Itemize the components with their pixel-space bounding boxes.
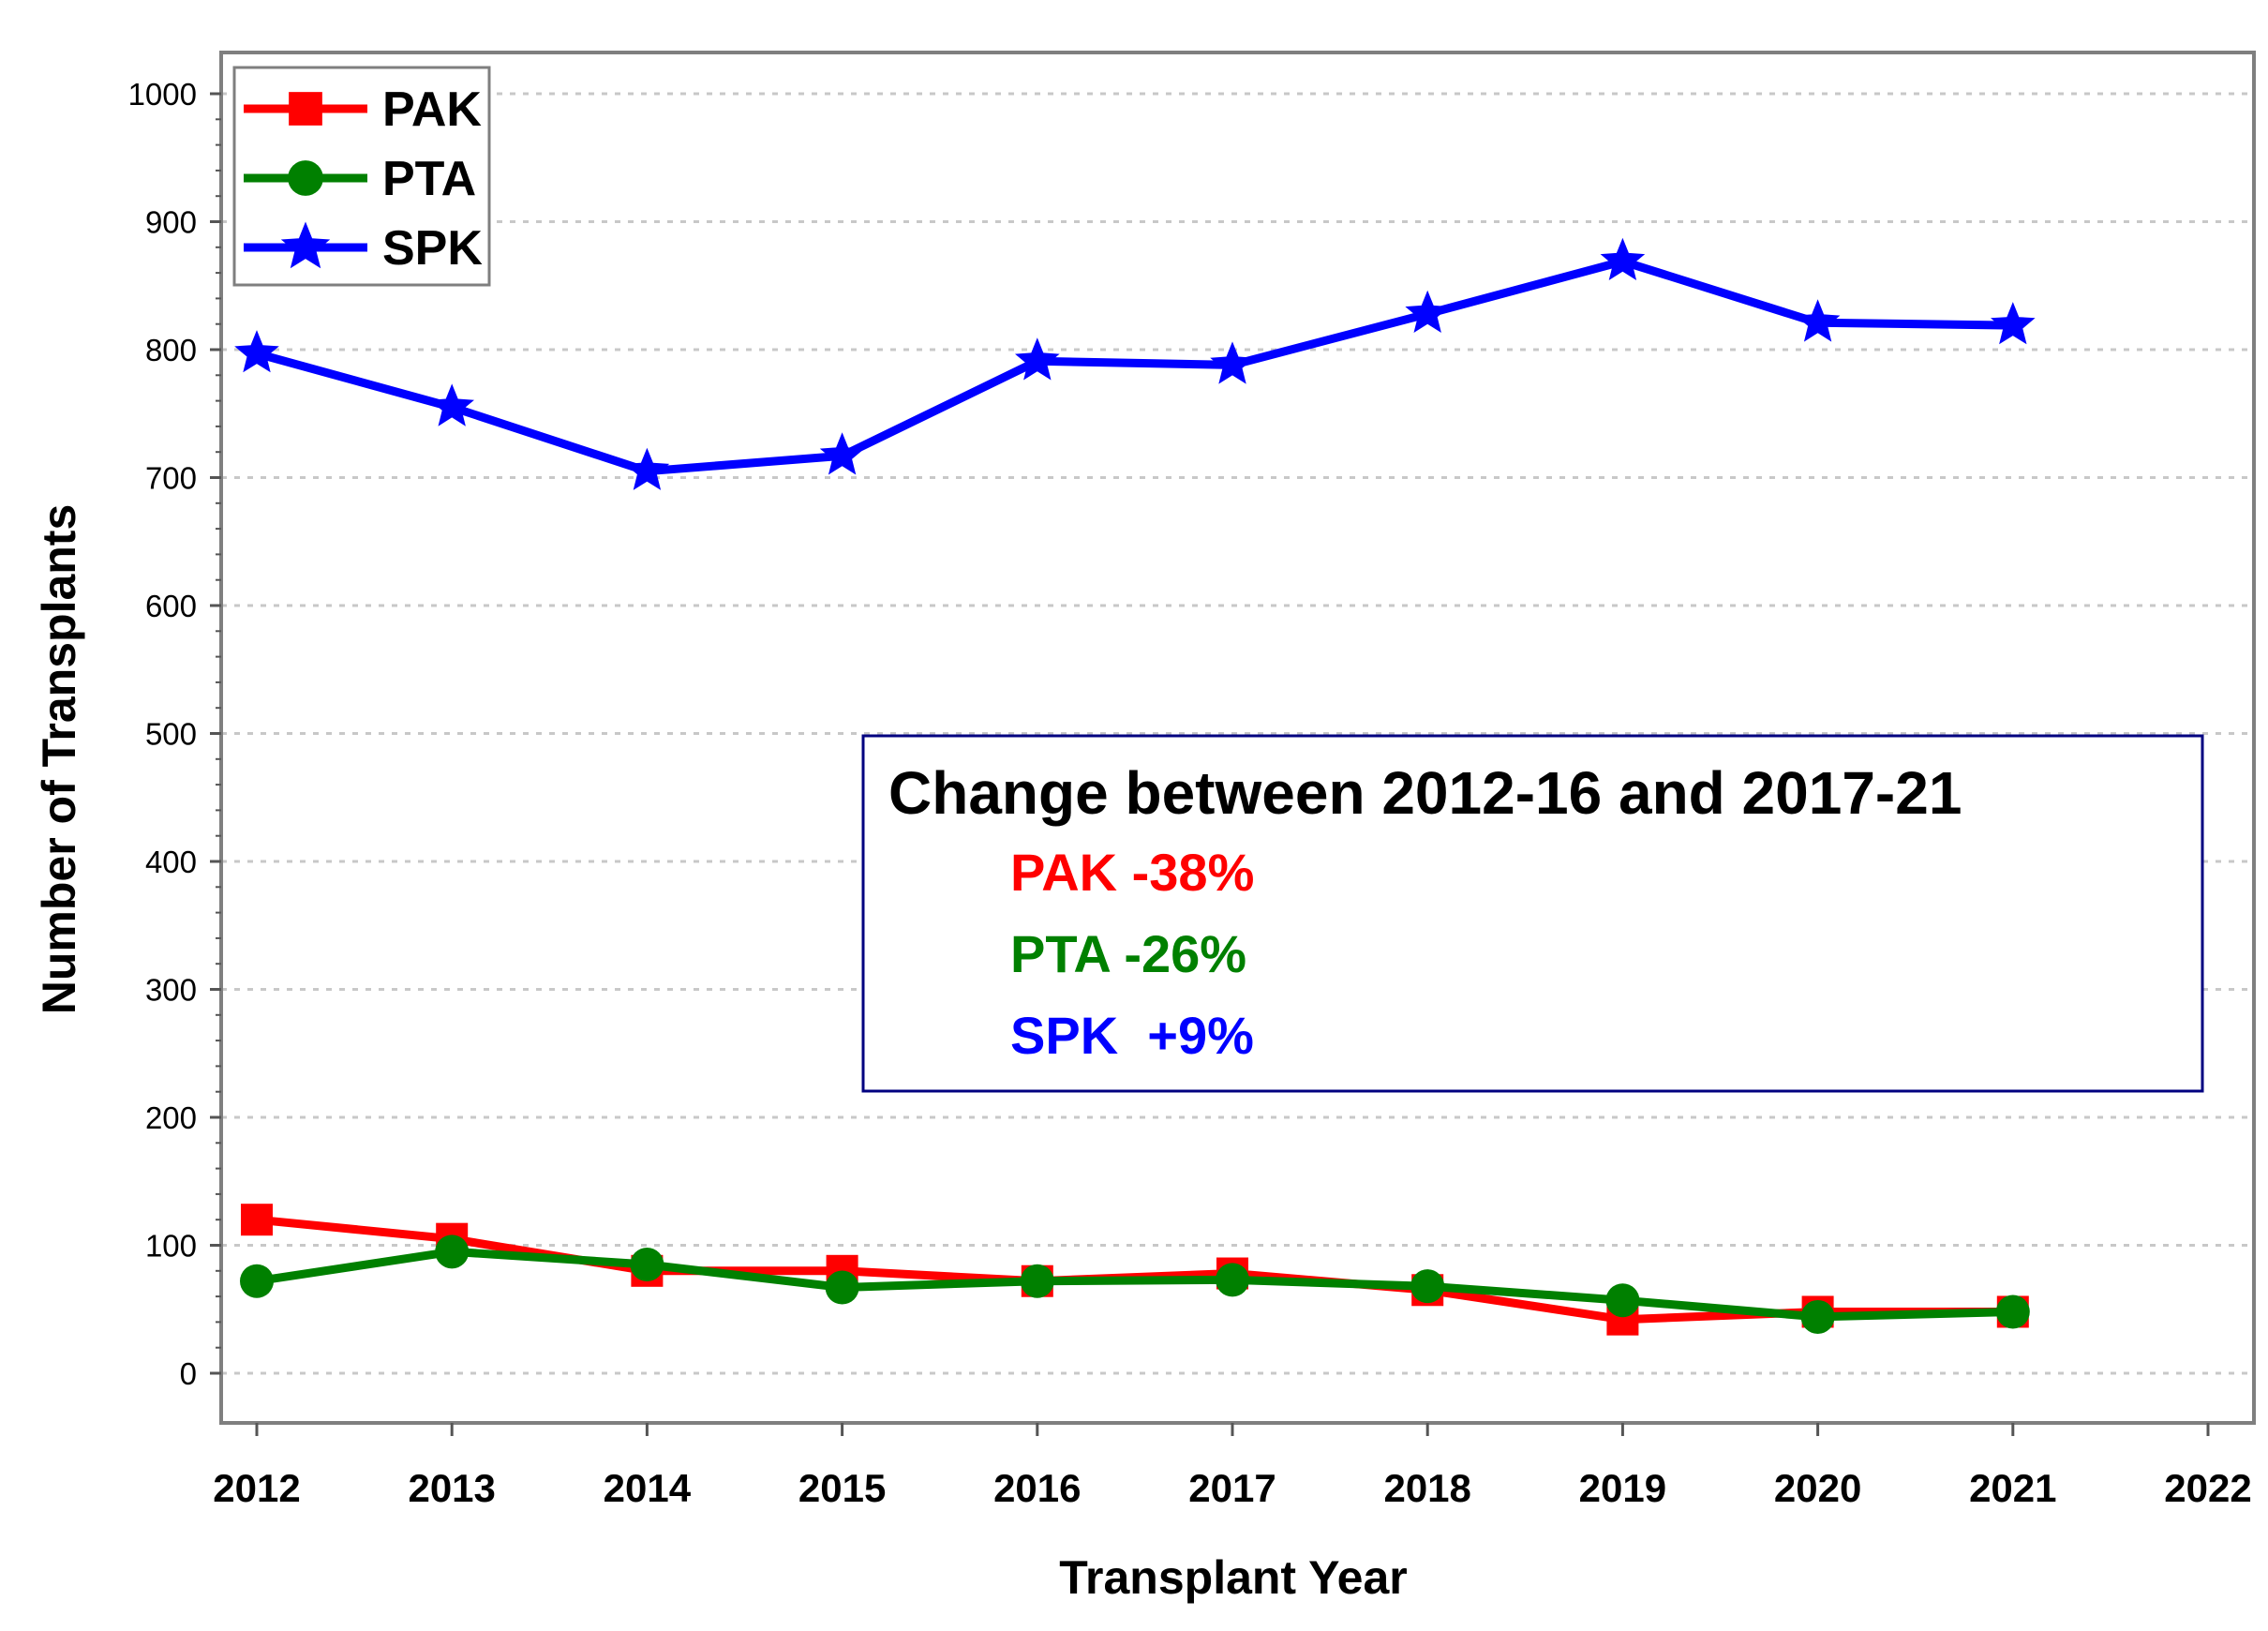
series-lines — [234, 237, 2036, 1336]
data-point-spk — [234, 330, 279, 373]
legend-item-pak: PAK — [244, 82, 482, 137]
series-spk — [234, 237, 2036, 490]
data-point-pta — [1216, 1263, 1249, 1297]
y-tick-label: 500 — [145, 717, 197, 752]
legend-marker — [288, 160, 323, 196]
annotation-pak: PAK -38% — [1010, 843, 1254, 902]
legend-label: PAK — [382, 82, 482, 137]
y-tick-label: 200 — [145, 1100, 197, 1135]
y-tick-label: 100 — [145, 1229, 197, 1264]
x-tick-label: 2014 — [604, 1466, 692, 1510]
y-tick-label: 300 — [145, 973, 197, 1008]
x-tick-label: 2021 — [1969, 1466, 2056, 1510]
x-tick-label: 2020 — [1774, 1466, 1861, 1510]
y-tick-label: 0 — [180, 1356, 197, 1391]
annotation-title: Change between 2012-16 and 2017-21 — [888, 759, 1962, 827]
data-point-spk — [1210, 341, 1255, 384]
grid-lines — [221, 92, 2254, 1375]
series-line-pta — [256, 1247, 2013, 1322]
data-point-pta — [435, 1234, 470, 1269]
x-axis-title: Transplant Year — [1059, 1551, 1407, 1604]
x-tick-label: 2017 — [1188, 1466, 1276, 1510]
series-line-spk — [255, 257, 2013, 476]
y-tick-label: 400 — [145, 845, 197, 879]
y-tick-label: 700 — [145, 461, 197, 496]
x-tick-label: 2019 — [1579, 1466, 1666, 1510]
annotation-spk: SPK +9% — [1010, 1006, 1254, 1065]
legend-item-spk: SPK — [244, 221, 483, 276]
legend-marker — [289, 92, 322, 126]
axes: 0 100 200 300 400 500 600 700 800 900 1000 2012 2013… — [128, 77, 2252, 1510]
legend-label: SPK — [382, 221, 483, 276]
data-point-pta — [1800, 1299, 1835, 1334]
y-tick-label: 1000 — [128, 77, 197, 112]
data-point-spk — [1015, 337, 1060, 381]
series-pta — [240, 1234, 2030, 1334]
legend: PAK PTA SPK — [232, 66, 491, 287]
data-point-pak — [241, 1204, 273, 1236]
x-tick-label: 2022 — [2164, 1466, 2251, 1510]
x-tick-label: 2012 — [213, 1466, 300, 1510]
y-axis-title: Number of Transplants — [33, 504, 85, 1015]
y-tick-label: 900 — [145, 205, 197, 240]
plot-area-frame — [219, 51, 2256, 1425]
legend-marker — [280, 221, 331, 269]
annotation-box — [861, 734, 2204, 1093]
data-point-pta — [240, 1264, 274, 1298]
legend-label: PTA — [382, 152, 476, 206]
data-point-pta — [1995, 1294, 2030, 1329]
data-point-pta — [1020, 1264, 1054, 1298]
data-point-spk — [1405, 290, 1450, 333]
data-point-pta — [1410, 1269, 1445, 1304]
data-point-pta — [1605, 1283, 1640, 1318]
series-line-pak — [256, 1215, 2013, 1324]
legend-item-pta: PTA — [244, 152, 476, 206]
data-point-spk — [819, 432, 865, 475]
y-tick-label: 600 — [145, 589, 197, 623]
data-point-spk — [429, 383, 474, 426]
data-point-spk — [624, 447, 670, 490]
y-tick-label: 800 — [145, 333, 197, 367]
x-tick-label: 2013 — [408, 1466, 495, 1510]
x-tick-label: 2015 — [798, 1466, 886, 1510]
x-tick-label: 2018 — [1383, 1466, 1470, 1510]
annotation-pta: PTA -26% — [1010, 924, 1246, 983]
data-point-spk — [1991, 302, 2036, 345]
data-point-pta — [630, 1247, 664, 1281]
data-point-pta — [825, 1270, 859, 1305]
x-tick-label: 2016 — [993, 1466, 1081, 1510]
change-annotation: Change between 2012-16 and 2017-21 PAK -… — [861, 734, 2204, 1093]
data-point-spk — [1600, 237, 1646, 280]
data-point-spk — [1795, 299, 1841, 342]
